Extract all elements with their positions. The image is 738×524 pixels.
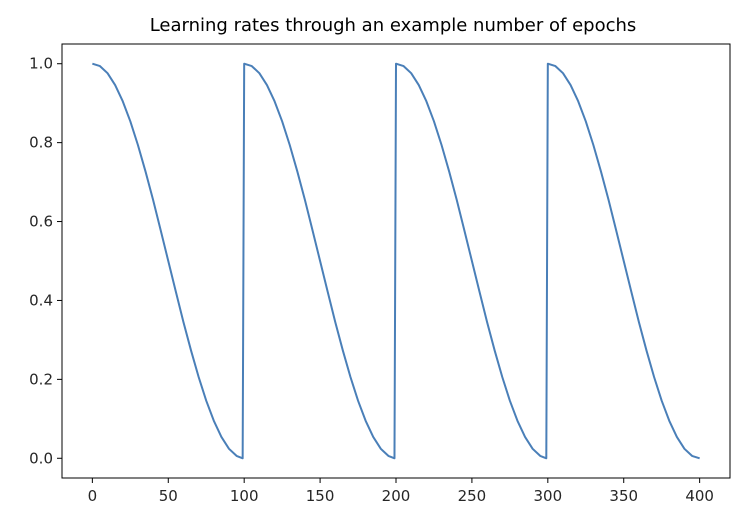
y-tick-label: 1.0 (29, 55, 53, 73)
x-tick-label: 50 (159, 487, 178, 505)
series-layer (92, 62, 700, 460)
x-tick-label: 350 (609, 487, 638, 505)
chart-title: Learning rates through an example number… (150, 15, 637, 36)
y-tick-label: 0.0 (29, 449, 53, 467)
x-tick-label: 300 (533, 487, 562, 505)
y-tick-label: 0.2 (29, 370, 53, 388)
x-axis: 0 50 100 150 200 250 300 350 400 (88, 478, 714, 505)
y-tick-label: 0.8 (29, 134, 53, 152)
x-tick-label: 100 (230, 487, 259, 505)
y-tick-label: 0.6 (29, 213, 53, 231)
x-tick-label: 400 (685, 487, 714, 505)
x-tick-label: 0 (88, 487, 98, 505)
x-tick-label: 200 (382, 487, 411, 505)
series-line (92, 62, 700, 460)
y-tick-label: 0.4 (29, 291, 53, 309)
x-tick-label: 150 (306, 487, 335, 505)
y-axis: 0.0 0.2 0.4 0.6 0.8 1.0 (29, 55, 62, 467)
x-tick-label: 250 (458, 487, 487, 505)
